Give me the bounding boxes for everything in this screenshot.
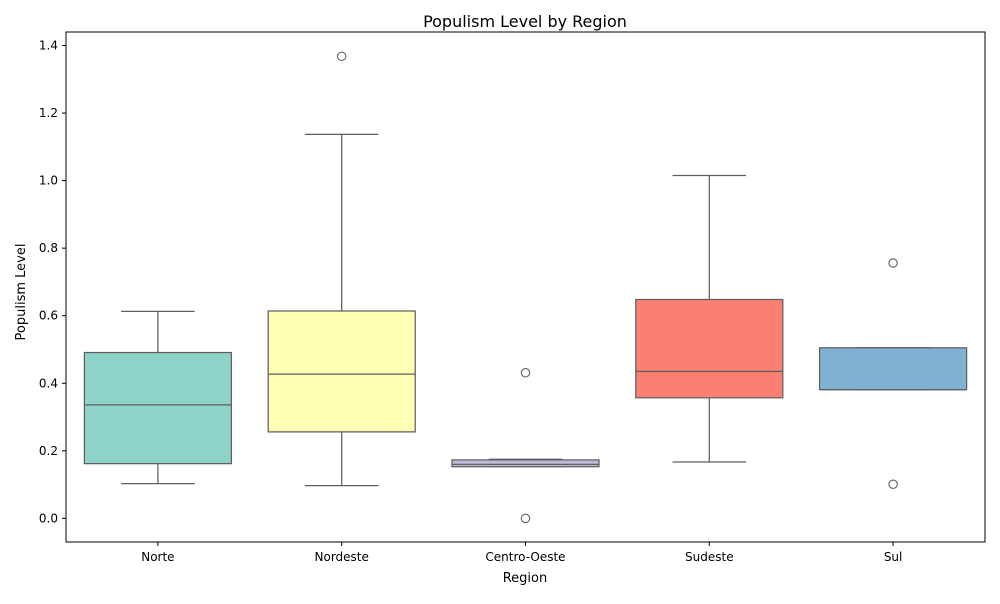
outlier-point xyxy=(336,51,347,62)
box-group-norte xyxy=(83,310,233,485)
y-tick-label: 0.4 xyxy=(39,376,58,390)
box-group-sul xyxy=(818,258,968,489)
outlier-point xyxy=(888,258,898,268)
chart-title: Populism Level by Region xyxy=(423,12,627,31)
y-tick-label: 0.0 xyxy=(39,511,58,525)
x-tick-label: Nordeste xyxy=(315,550,369,564)
x-tick-label: Sul xyxy=(884,550,903,564)
y-tick-label: 1.0 xyxy=(39,174,58,188)
y-tick-label: 0.2 xyxy=(39,444,58,458)
x-tick-label: Norte xyxy=(141,550,174,564)
box-iqr xyxy=(635,298,784,399)
x-tick-label: Centro-Oeste xyxy=(485,550,565,564)
y-tick-label: 1.2 xyxy=(39,106,58,120)
x-tick-label: Sudeste xyxy=(685,550,734,564)
plot-area xyxy=(83,51,968,524)
y-tick-label: 0.8 xyxy=(39,241,58,255)
box-group-nordeste xyxy=(267,51,416,487)
axes: Norte Nordeste Centro-Oeste Sudeste Sul 0.0 0.… xyxy=(39,31,986,564)
outlier-point xyxy=(888,479,898,489)
box-group-sudeste xyxy=(635,174,784,463)
plot-frame xyxy=(65,31,986,543)
box-iqr xyxy=(267,310,416,433)
y-tick-label: 0.6 xyxy=(39,309,58,323)
outlier-point xyxy=(520,368,531,378)
x-axis-label: Region xyxy=(503,571,548,586)
box-iqr xyxy=(818,347,968,391)
box-iqr xyxy=(83,351,233,465)
box-group-centro-oeste xyxy=(451,368,600,524)
outlier-point xyxy=(520,513,531,524)
y-tick-label: 1.4 xyxy=(39,39,58,53)
y-axis-label: Populism Level xyxy=(14,244,29,341)
box-iqr xyxy=(451,459,600,468)
